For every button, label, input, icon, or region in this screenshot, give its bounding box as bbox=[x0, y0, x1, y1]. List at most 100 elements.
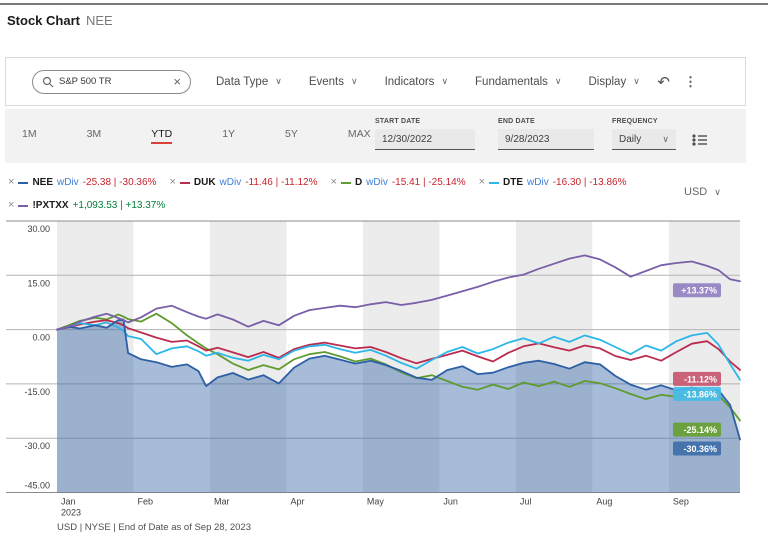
security-search-input[interactable]: S&P 500 TR × bbox=[32, 69, 191, 94]
chevron-down-icon: ∨ bbox=[714, 186, 721, 197]
legend-series-name[interactable]: D bbox=[354, 177, 363, 188]
chevron-down-icon: ∨ bbox=[275, 76, 282, 86]
legend-swatch bbox=[179, 181, 190, 184]
legend-wdiv-tag[interactable]: wDiv bbox=[527, 177, 549, 188]
stock-chart-svg: 30.00 15.00 0.00 -15.00 -30.00 -45.00 Jan Feb Ma… bbox=[6, 220, 741, 518]
legend-remove-icon[interactable]: × bbox=[478, 176, 486, 188]
legend-series-name[interactable]: !PXTXX bbox=[32, 200, 69, 211]
value-badge-PXTXX: +13.37% bbox=[673, 283, 721, 298]
value-badge-DTE: -13.86% bbox=[673, 386, 721, 401]
legend-remove-icon[interactable]: × bbox=[330, 176, 337, 188]
svg-text:-25.14%: -25.14% bbox=[683, 425, 717, 435]
frequency-label: FREQUENCY bbox=[612, 118, 658, 125]
value-badge-NEE: -30.36% bbox=[673, 441, 721, 456]
x-axis-year-label: 2023 bbox=[61, 508, 81, 518]
legend-item-pxtxx: × !PXTXX +1,093.53 | +13.37% bbox=[8, 199, 166, 212]
legend-series-values: -16.30 | -13.86% bbox=[552, 177, 627, 188]
chevron-down-icon: ∨ bbox=[441, 76, 449, 86]
range-3m[interactable]: 3M bbox=[86, 128, 102, 140]
end-date-input[interactable]: 9/28/2023 bbox=[498, 129, 594, 150]
x-axis-label: Aug bbox=[596, 497, 612, 507]
legend-row-2: × !PXTXX +1,093.53 | +13.37% bbox=[8, 199, 166, 212]
undo-icon[interactable]: ↶ bbox=[657, 73, 670, 91]
toolbar-menus: Data Type ∨ Events ∨ Indicators ∨ Fundament… bbox=[216, 76, 640, 88]
menu-display[interactable]: Display ∨ bbox=[588, 75, 640, 88]
series-line-DUK bbox=[56, 319, 741, 371]
currency-select[interactable]: USD ∨ bbox=[684, 186, 721, 198]
legend-item-d: × D wDiv -15.41 | -25.14% bbox=[330, 176, 466, 189]
value-badge-D: -25.14% bbox=[673, 422, 721, 437]
legend-remove-icon[interactable]: × bbox=[169, 176, 176, 188]
frequency-select[interactable]: Daily ∨ bbox=[612, 129, 676, 150]
frequency-field: FREQUENCY Daily ∨ bbox=[612, 118, 676, 150]
chevron-down-icon: ∨ bbox=[662, 133, 669, 144]
y-axis-label: -45.00 bbox=[24, 481, 50, 491]
series-area-NEE bbox=[57, 319, 740, 493]
start-date-field: START DATE 12/30/2022 bbox=[375, 118, 475, 150]
end-date-field: END DATE 9/28/2023 bbox=[498, 118, 594, 150]
svg-text:-13.86%: -13.86% bbox=[683, 389, 717, 399]
series-line-NEE bbox=[56, 318, 741, 441]
svg-text:-30.36%: -30.36% bbox=[683, 444, 717, 454]
x-axis-label: Apr bbox=[290, 497, 304, 507]
legend-item-nee: × NEE wDiv -25.38 | -30.36% bbox=[8, 176, 157, 189]
month-band bbox=[57, 221, 134, 493]
legend-series-values: -25.38 | -30.36% bbox=[82, 177, 157, 188]
menu-indicators[interactable]: Indicators ∨ bbox=[384, 75, 449, 88]
x-axis-label: Jan bbox=[61, 497, 76, 507]
legend-series-name[interactable]: DTE bbox=[503, 177, 524, 188]
series-line-D bbox=[56, 312, 741, 422]
page-title-text: Stock Chart bbox=[7, 13, 80, 28]
legend-series-name[interactable]: NEE bbox=[32, 177, 53, 188]
svg-text:-11.12%: -11.12% bbox=[684, 374, 717, 384]
range-max[interactable]: MAX bbox=[347, 128, 371, 140]
kebab-menu-icon[interactable]: ⋮ bbox=[684, 73, 697, 89]
top-divider bbox=[0, 3, 768, 5]
page-title: Stock Chart NEE bbox=[7, 13, 113, 28]
x-axis-label: Jun bbox=[443, 497, 458, 507]
y-axis-label: -15.00 bbox=[24, 387, 50, 397]
clear-search-icon[interactable]: × bbox=[173, 74, 181, 89]
menu-data-type[interactable]: Data Type ∨ bbox=[216, 75, 282, 88]
legend-swatch bbox=[489, 181, 500, 184]
value-badge-DUK: -11.12% bbox=[673, 371, 721, 386]
legend-series-values: +1,093.53 | +13.37% bbox=[72, 200, 166, 211]
start-date-input[interactable]: 12/30/2022 bbox=[375, 129, 475, 150]
menu-events[interactable]: Events ∨ bbox=[308, 75, 358, 88]
legend-wdiv-tag[interactable]: wDiv bbox=[219, 177, 242, 188]
legend-item-duk: × DUK wDiv -11.46 | -11.12% bbox=[169, 176, 318, 189]
range-bar: 1M 3M YTD 1Y 5Y MAX START DATE 12/30/202… bbox=[5, 109, 746, 163]
start-date-label: START DATE bbox=[375, 118, 421, 125]
legend-item-dte: × DTE wDiv -16.30 | -13.86% bbox=[478, 176, 627, 189]
svg-text:+13.37%: +13.37% bbox=[681, 286, 717, 296]
legend-series-values: -15.41 | -25.14% bbox=[391, 177, 466, 188]
month-band bbox=[362, 221, 440, 493]
range-1y[interactable]: 1Y bbox=[222, 128, 236, 140]
range-5y[interactable]: 5Y bbox=[285, 128, 298, 140]
legend-wdiv-tag[interactable]: wDiv bbox=[57, 177, 79, 188]
legend-wdiv-tag[interactable]: wDiv bbox=[366, 177, 388, 188]
legend-series-name[interactable]: DUK bbox=[193, 177, 216, 188]
y-axis-label: -30.00 bbox=[24, 441, 50, 451]
range-buttons: 1M 3M YTD 1Y 5Y MAX bbox=[22, 109, 371, 163]
x-axis-label: Jul bbox=[520, 497, 532, 507]
toolbar: S&P 500 TR × Data Type ∨ Events ∨ Indicato… bbox=[5, 57, 746, 106]
menu-fundamentals[interactable]: Fundamentals ∨ bbox=[475, 75, 562, 88]
chevron-down-icon: ∨ bbox=[633, 76, 640, 86]
legend-row-1: × NEE wDiv -25.38 | -30.36% × DUK wDiv -… bbox=[8, 176, 627, 189]
end-date-label: END DATE bbox=[498, 118, 535, 125]
y-axis-label: 15.00 bbox=[27, 278, 50, 288]
range-ytd[interactable]: YTD bbox=[151, 128, 173, 144]
legend-series-values: -11.46 | -11.12% bbox=[245, 177, 318, 188]
x-axis-label: Mar bbox=[214, 497, 230, 507]
page-title-ticker: NEE bbox=[85, 13, 113, 28]
range-1m[interactable]: 1M bbox=[22, 128, 37, 140]
legend-remove-icon[interactable]: × bbox=[8, 176, 15, 188]
legend-remove-icon[interactable]: × bbox=[8, 199, 15, 211]
x-axis-label: Sep bbox=[673, 497, 689, 507]
series-line-DTE bbox=[56, 321, 741, 381]
x-axis-label: May bbox=[367, 497, 385, 507]
list-view-icon[interactable] bbox=[692, 133, 708, 147]
series-line-PXTXX bbox=[56, 254, 741, 331]
chevron-down-icon: ∨ bbox=[554, 76, 562, 86]
